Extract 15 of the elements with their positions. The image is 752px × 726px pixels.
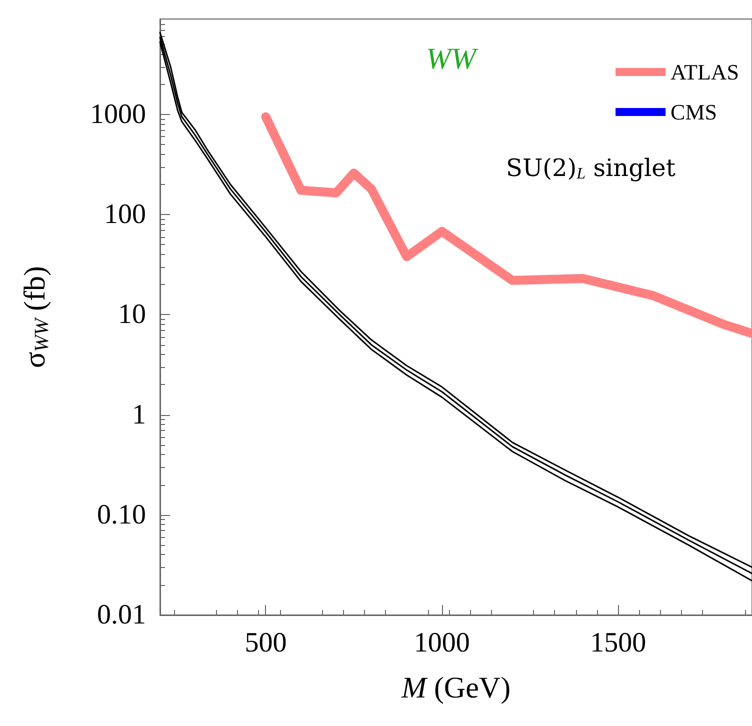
x-tick-label: 1000 — [414, 628, 470, 658]
y-tick-label: 1000 — [90, 99, 146, 130]
y-tick-label: 0.01 — [97, 600, 146, 630]
x-axis-title: M (GeV) — [400, 672, 511, 704]
x-tick-label: 500 — [244, 628, 287, 658]
y-tick-label: 10 — [118, 299, 146, 330]
legend-label: ATLAS — [670, 60, 740, 84]
y-tick-label: 0.10 — [97, 499, 146, 530]
x-tick-label: 1500 — [590, 628, 646, 658]
annotation: SU(2)L singlet — [506, 154, 676, 182]
y-tick-label: 100 — [104, 199, 146, 230]
y-tick-label: 1 — [132, 399, 146, 430]
legend-label: CMS — [670, 100, 718, 124]
annotation: WW — [426, 42, 479, 76]
y-axis-title: σWW (fb) — [18, 266, 53, 368]
